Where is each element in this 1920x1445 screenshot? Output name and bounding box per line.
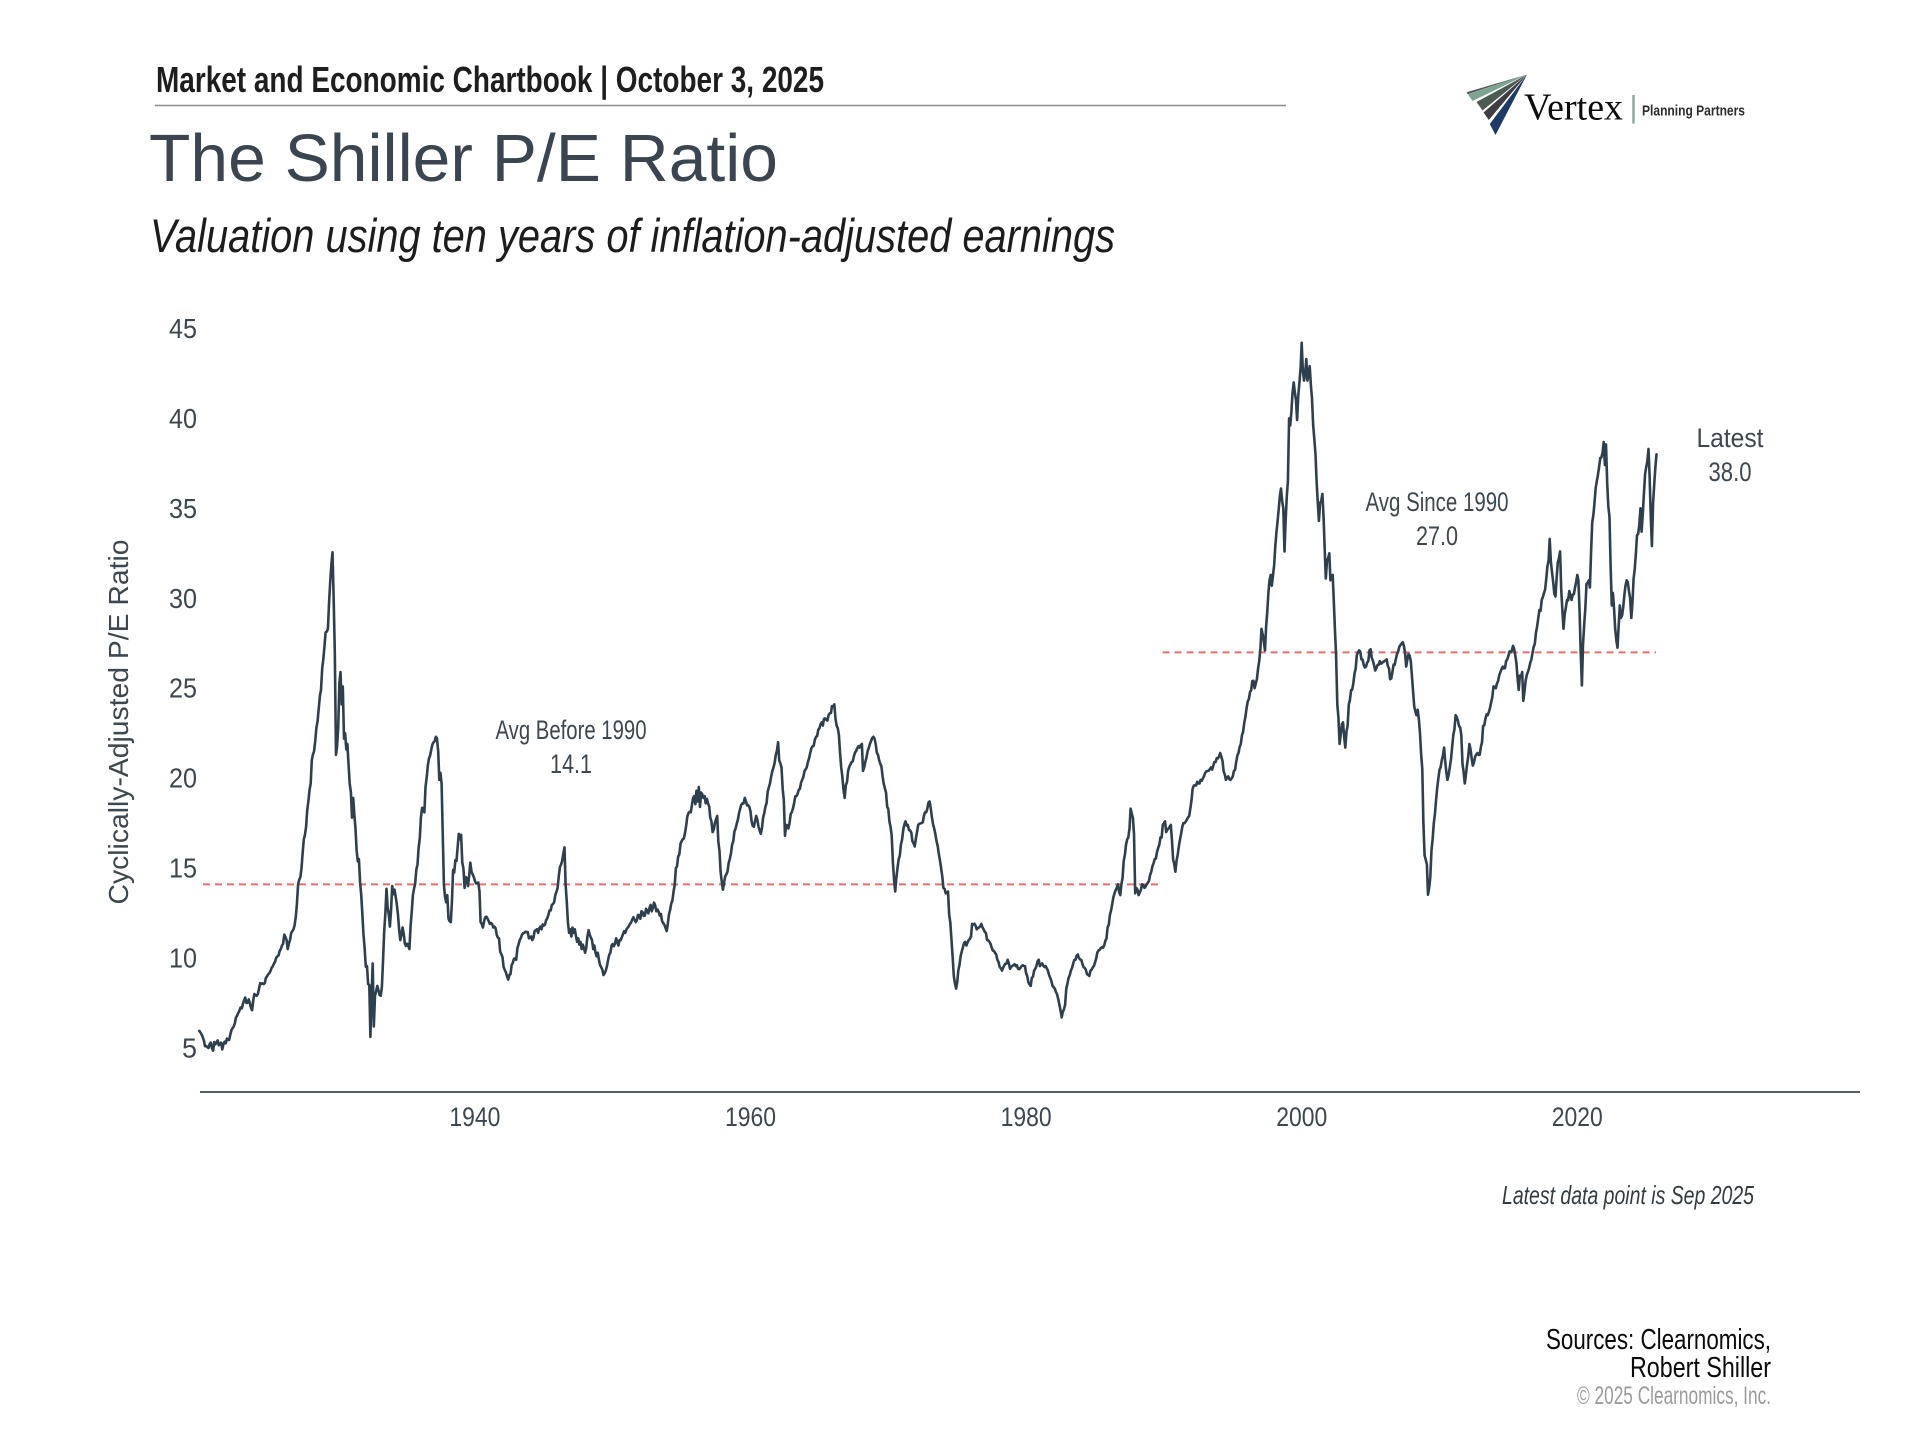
svg-text:Robert Shiller: Robert Shiller <box>1630 1352 1771 1384</box>
svg-text:20: 20 <box>169 763 197 794</box>
svg-text:Vertex: Vertex <box>1524 87 1623 129</box>
svg-text:27.0: 27.0 <box>1416 521 1458 551</box>
svg-text:2000: 2000 <box>1276 1102 1327 1132</box>
svg-text:15: 15 <box>169 853 197 884</box>
svg-text:10: 10 <box>169 943 197 974</box>
svg-text:45: 45 <box>169 313 197 344</box>
svg-text:5: 5 <box>182 1033 197 1064</box>
svg-text:1980: 1980 <box>1001 1102 1052 1132</box>
svg-text:The Shiller P/E Ratio: The Shiller P/E Ratio <box>149 121 778 196</box>
svg-text:Latest: Latest <box>1697 423 1764 453</box>
svg-text:Valuation using ten years of i: Valuation using ten years of inflation-a… <box>150 209 1115 262</box>
svg-text:38.0: 38.0 <box>1709 457 1752 487</box>
svg-text:35: 35 <box>169 493 197 524</box>
svg-text:30: 30 <box>169 583 197 614</box>
svg-text:1960: 1960 <box>725 1102 776 1132</box>
svg-text:Sources: Clearnomics,: Sources: Clearnomics, <box>1546 1324 1771 1356</box>
svg-text:Latest data point is Sep 2025: Latest data point is Sep 2025 <box>1502 1180 1754 1210</box>
svg-text:Avg Before 1990: Avg Before 1990 <box>496 715 647 745</box>
svg-text:Avg Since 1990: Avg Since 1990 <box>1366 487 1509 517</box>
svg-text:25: 25 <box>169 673 197 704</box>
svg-text:Planning Partners: Planning Partners <box>1642 104 1745 120</box>
svg-text:Market and Economic Chartbook: Market and Economic Chartbook | October … <box>156 59 824 101</box>
svg-text:1940: 1940 <box>449 1102 500 1132</box>
svg-text:© 2025 Clearnomics, Inc.: © 2025 Clearnomics, Inc. <box>1577 1382 1771 1410</box>
svg-text:40: 40 <box>169 403 197 434</box>
svg-text:Cyclically-Adjusted P/E Ratio: Cyclically-Adjusted P/E Ratio <box>103 540 134 905</box>
svg-text:14.1: 14.1 <box>550 749 592 779</box>
svg-text:2020: 2020 <box>1552 1102 1603 1132</box>
